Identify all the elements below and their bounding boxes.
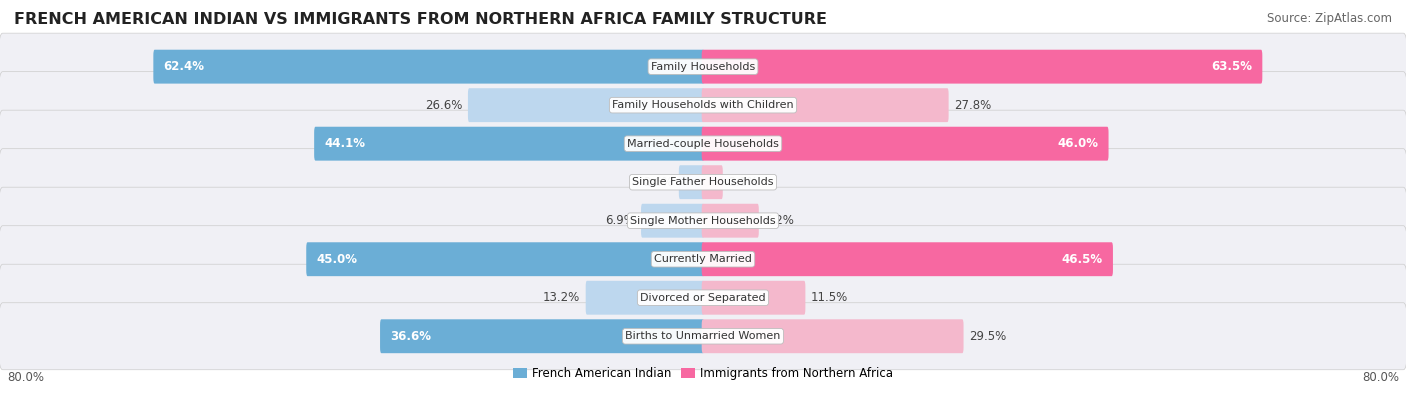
FancyBboxPatch shape	[0, 264, 1406, 331]
FancyBboxPatch shape	[0, 71, 1406, 139]
FancyBboxPatch shape	[586, 281, 704, 315]
Text: 80.0%: 80.0%	[7, 371, 44, 384]
FancyBboxPatch shape	[702, 204, 759, 238]
Text: 13.2%: 13.2%	[543, 291, 581, 304]
Legend: French American Indian, Immigrants from Northern Africa: French American Indian, Immigrants from …	[509, 363, 897, 385]
FancyBboxPatch shape	[702, 281, 806, 315]
Text: 29.5%: 29.5%	[969, 330, 1007, 343]
FancyBboxPatch shape	[702, 319, 963, 353]
FancyBboxPatch shape	[0, 226, 1406, 293]
FancyBboxPatch shape	[0, 149, 1406, 216]
Text: 36.6%: 36.6%	[391, 330, 432, 343]
FancyBboxPatch shape	[702, 127, 1108, 161]
Text: Single Mother Households: Single Mother Households	[630, 216, 776, 226]
Text: 46.0%: 46.0%	[1057, 137, 1098, 150]
FancyBboxPatch shape	[0, 187, 1406, 254]
Text: Family Households: Family Households	[651, 62, 755, 71]
Text: Source: ZipAtlas.com: Source: ZipAtlas.com	[1267, 12, 1392, 25]
FancyBboxPatch shape	[679, 165, 704, 199]
Text: FRENCH AMERICAN INDIAN VS IMMIGRANTS FROM NORTHERN AFRICA FAMILY STRUCTURE: FRENCH AMERICAN INDIAN VS IMMIGRANTS FRO…	[14, 12, 827, 27]
Text: 27.8%: 27.8%	[955, 99, 991, 112]
FancyBboxPatch shape	[468, 88, 704, 122]
Text: 46.5%: 46.5%	[1062, 253, 1102, 266]
Text: 6.2%: 6.2%	[765, 214, 794, 227]
FancyBboxPatch shape	[0, 33, 1406, 100]
Text: 80.0%: 80.0%	[1362, 371, 1399, 384]
Text: 6.9%: 6.9%	[606, 214, 636, 227]
FancyBboxPatch shape	[0, 303, 1406, 370]
FancyBboxPatch shape	[153, 50, 704, 84]
FancyBboxPatch shape	[702, 50, 1263, 84]
Text: 63.5%: 63.5%	[1211, 60, 1253, 73]
FancyBboxPatch shape	[702, 242, 1114, 276]
Text: 11.5%: 11.5%	[811, 291, 848, 304]
FancyBboxPatch shape	[380, 319, 704, 353]
Text: 2.1%: 2.1%	[728, 176, 758, 189]
Text: 45.0%: 45.0%	[316, 253, 357, 266]
Text: 2.6%: 2.6%	[644, 176, 673, 189]
FancyBboxPatch shape	[307, 242, 704, 276]
FancyBboxPatch shape	[702, 165, 723, 199]
Text: Divorced or Separated: Divorced or Separated	[640, 293, 766, 303]
Text: 44.1%: 44.1%	[325, 137, 366, 150]
FancyBboxPatch shape	[0, 110, 1406, 177]
Text: Births to Unmarried Women: Births to Unmarried Women	[626, 331, 780, 341]
Text: Family Households with Children: Family Households with Children	[612, 100, 794, 110]
FancyBboxPatch shape	[641, 204, 704, 238]
Text: 62.4%: 62.4%	[163, 60, 204, 73]
FancyBboxPatch shape	[314, 127, 704, 161]
Text: Single Father Households: Single Father Households	[633, 177, 773, 187]
FancyBboxPatch shape	[702, 88, 949, 122]
Text: Married-couple Households: Married-couple Households	[627, 139, 779, 149]
Text: Currently Married: Currently Married	[654, 254, 752, 264]
Text: 26.6%: 26.6%	[425, 99, 463, 112]
